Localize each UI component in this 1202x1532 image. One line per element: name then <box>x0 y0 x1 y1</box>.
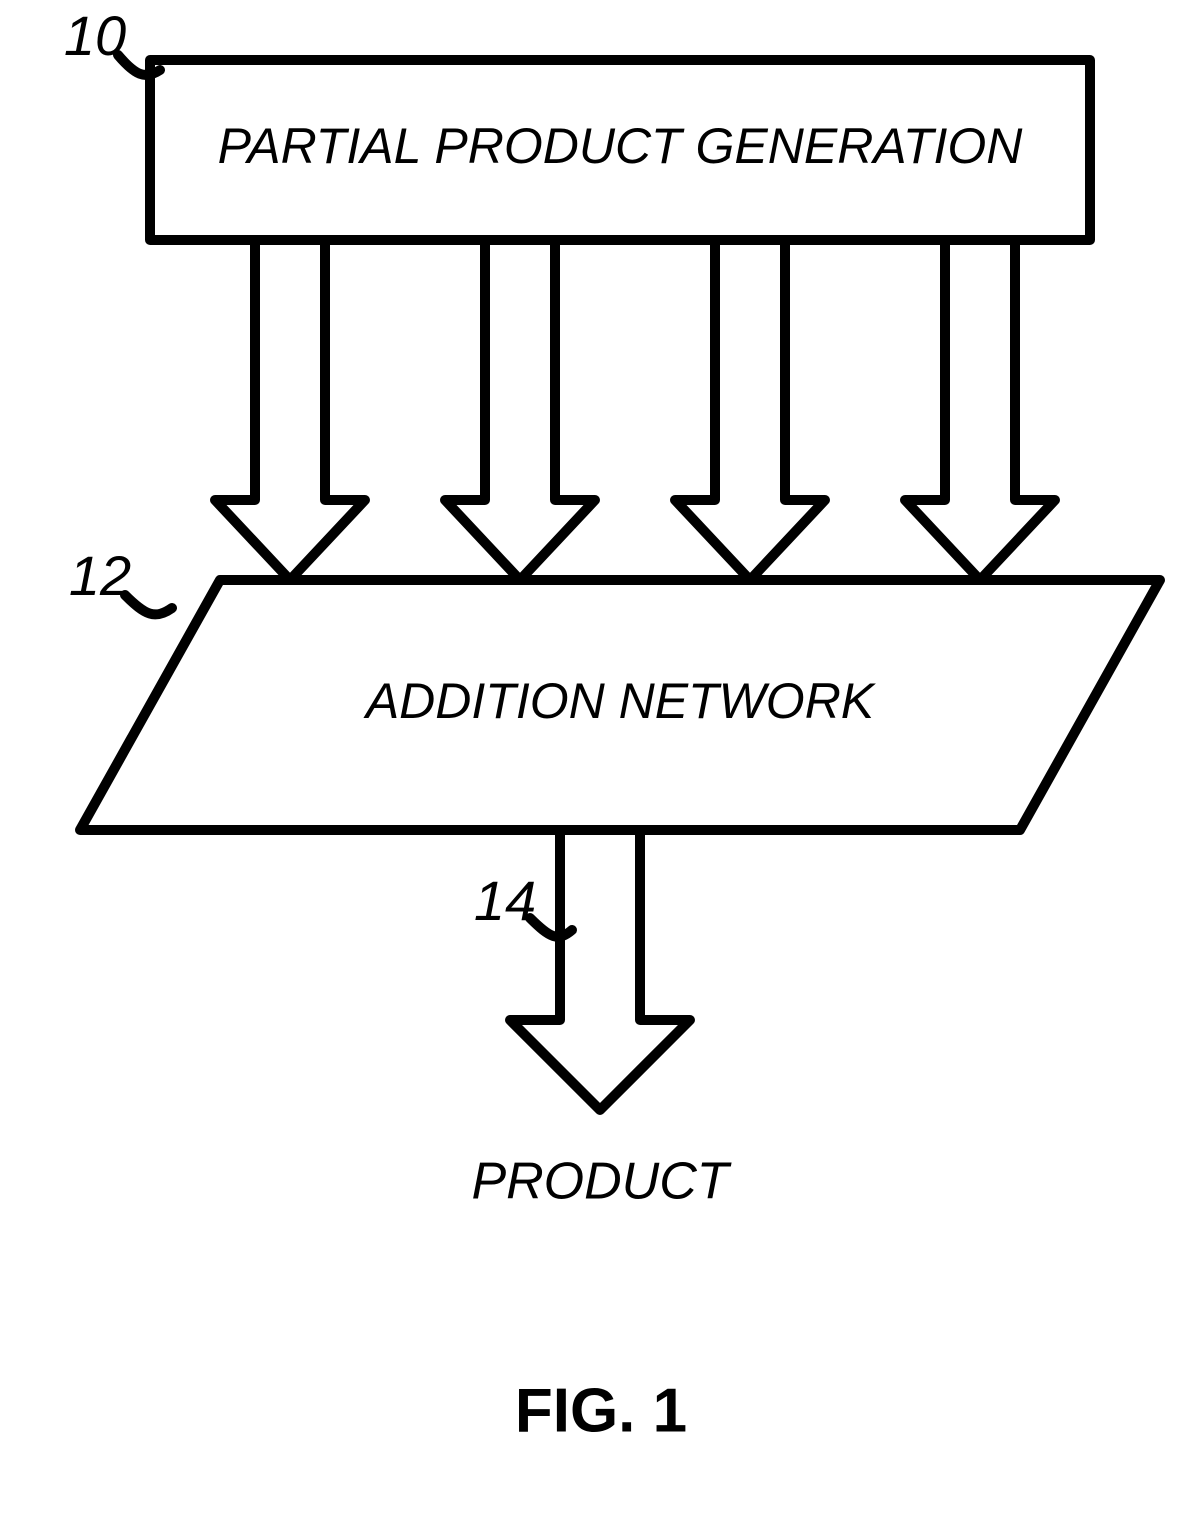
partial-product-arrow <box>445 240 595 580</box>
partial-product-arrow <box>905 240 1055 580</box>
addition-network-label: ADDITION NETWORK <box>363 673 877 729</box>
reference-numeral-mid: 12 <box>69 544 131 607</box>
reference-numeral-top: 10 <box>64 4 126 67</box>
partial-product-arrow <box>215 240 365 580</box>
reference-numeral-out: 14 <box>474 869 536 932</box>
partial-product-arrow <box>675 240 825 580</box>
reference-leader-mid <box>125 595 172 614</box>
figure-caption: FIG. 1 <box>515 1376 687 1445</box>
product-output-label: PRODUCT <box>471 1153 731 1211</box>
partial-product-generation-label: PARTIAL PRODUCT GENERATION <box>218 118 1024 174</box>
product-output-arrow <box>510 830 690 1110</box>
